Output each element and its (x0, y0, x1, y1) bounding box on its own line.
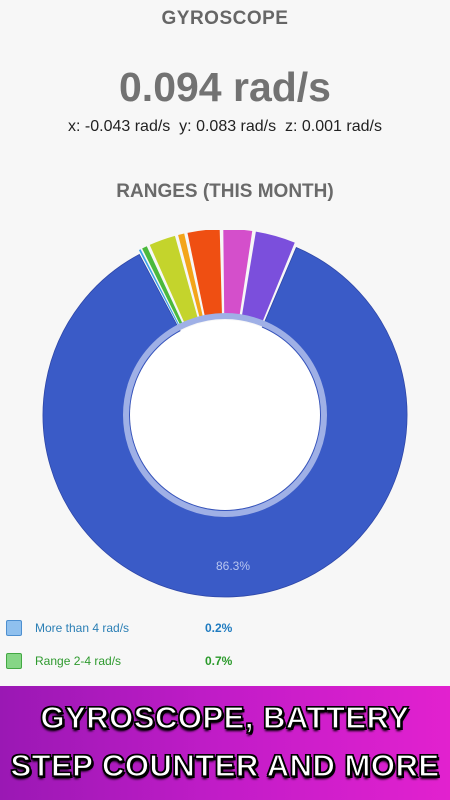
legend-swatch (6, 620, 22, 636)
donut-slice[interactable] (187, 230, 223, 319)
slice-label: 86.3% (216, 559, 250, 573)
donut-slice[interactable] (223, 230, 253, 318)
ranges-title: RANGES (THIS MONTH) (116, 181, 334, 202)
legend-label: Range 2-4 rad/s (35, 654, 122, 668)
legend-item[interactable]: More than 4 rad/s 0.2% (6, 618, 426, 640)
donut-inner-ring (123, 313, 327, 517)
banner-line-1: GYROSCOPE, BATTERY (40, 699, 410, 735)
legend-item[interactable]: Range 2-4 rad/s 0.7% (6, 651, 426, 673)
promo-banner: GYROSCOPE, BATTERY STEP COUNTER AND MORE (0, 686, 450, 800)
donut-slice[interactable] (149, 235, 199, 325)
donut-slice[interactable] (178, 233, 204, 320)
donut-hole (130, 320, 320, 510)
donut-slice[interactable] (241, 231, 295, 324)
ranges-donut-chart[interactable]: 86.3% (40, 230, 410, 600)
banner-line-2: STEP COUNTER AND MORE (10, 747, 440, 783)
donut-slice[interactable] (142, 246, 184, 327)
donut-slice[interactable] (138, 249, 181, 328)
legend-swatch (6, 653, 22, 669)
magnitude-value: 0.094 rad/s (119, 64, 331, 110)
legend-percent: 0.7% (205, 654, 233, 668)
legend-label: More than 4 rad/s (35, 621, 130, 635)
page-title: GYROSCOPE (161, 8, 289, 29)
legend-percent: 0.2% (205, 621, 233, 635)
axes-values: x: -0.043 rad/s y: 0.083 rad/s z: 0.001 … (68, 118, 382, 135)
